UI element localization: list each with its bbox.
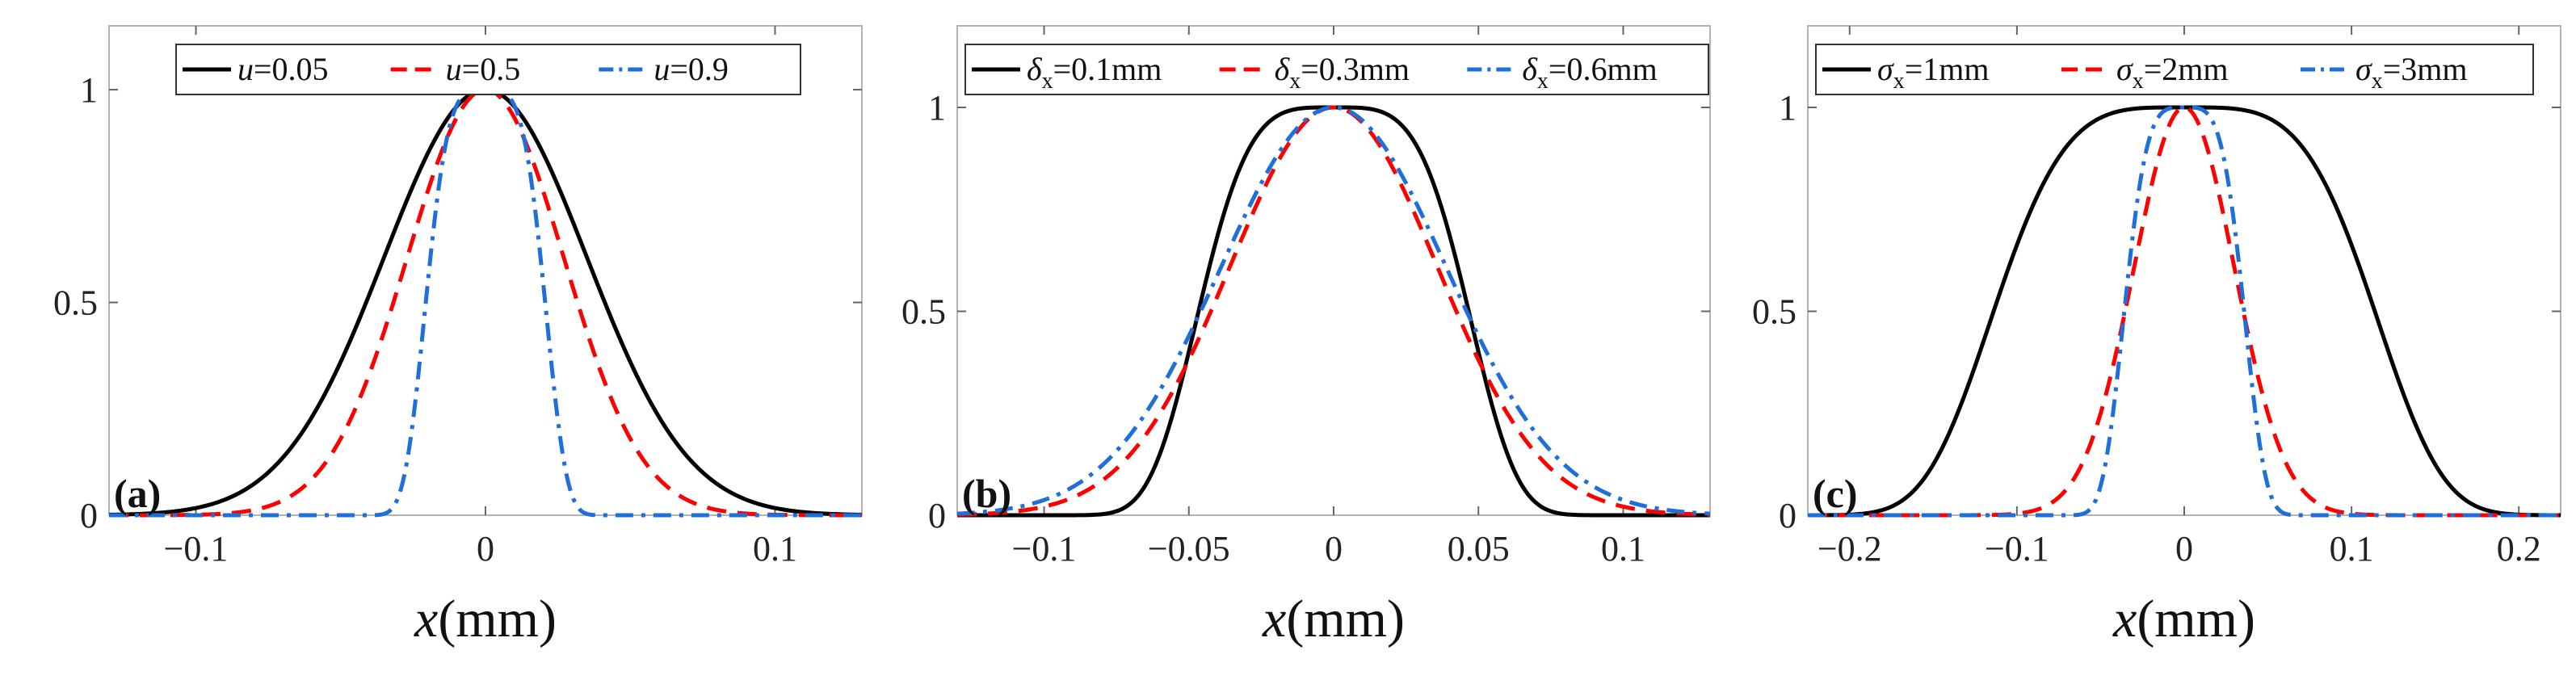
legend-entry: σx=1mm: [1877, 51, 1990, 94]
x-tick-label: 0: [1325, 529, 1343, 569]
y-tick-label: 1: [80, 70, 98, 110]
x-axis-label: x(mm): [414, 590, 557, 648]
y-tick-label: 0: [1779, 496, 1796, 535]
legend-entry: δx=0.1mm: [1027, 51, 1162, 94]
x-tick-label: 0: [2175, 529, 2193, 569]
y-tick-label: 0: [928, 496, 946, 535]
x-tick-label: 0.1: [1601, 529, 1645, 569]
x-tick-label: −0.2: [1817, 529, 1882, 569]
series-line: [1807, 105, 2561, 518]
y-tick-label: 0: [80, 496, 98, 535]
legend: σx=1mm σx=2mm σx=3mm: [1815, 44, 2534, 95]
series-line: [1807, 105, 2561, 518]
legend-box: [964, 44, 1709, 95]
y-tick-label: 0.5: [53, 283, 98, 323]
y-tick-label: 0.5: [1752, 292, 1796, 332]
panel-label: (c): [1813, 471, 1858, 516]
x-axis-label: x(mm): [1262, 590, 1405, 648]
legend: u=0.05 u=0.5 u=0.9: [175, 44, 801, 95]
legend-box: [1815, 44, 2534, 95]
legend: δx=0.1mm δx=0.3mm δx=0.6mm: [964, 44, 1709, 95]
panel-a: −0.1 0 0.1 0 0.5 1 u=0.05 u=0.5 u=0.9 (a) x(mm): [53, 25, 863, 648]
series-line: [956, 105, 1711, 517]
x-tick-label: −0.1: [164, 529, 229, 569]
x-tick-label: 0.1: [753, 529, 797, 569]
x-axis-label: x(mm): [2112, 590, 2255, 648]
x-tick-label: −0.1: [1012, 529, 1077, 569]
x-tick-label: 0.1: [2330, 529, 2374, 569]
legend-entry: σx=3mm: [2355, 51, 2468, 94]
y-tick-label: 1: [928, 88, 946, 128]
panel-label: (b): [962, 471, 1011, 516]
panel-c: −0.2 −0.1 0 0.1 0.2 0 0.5 1 σx=1mm σx=2mm σx=3mm (c…: [1752, 25, 2561, 648]
x-tick-label: 0.05: [1448, 529, 1510, 569]
legend-entry: δx=0.6mm: [1522, 51, 1657, 94]
legend-entry: u=0.9: [653, 51, 729, 87]
series-line: [956, 105, 1711, 516]
panel-label: (a): [114, 471, 161, 516]
legend-entry: u=0.5: [446, 51, 521, 87]
x-tick-label: −0.1: [1985, 529, 2049, 569]
legend-entry: σx=2mm: [2116, 51, 2229, 94]
legend-box: [175, 44, 801, 95]
legend-entry: δx=0.3mm: [1275, 51, 1410, 94]
x-tick-label: −0.05: [1148, 529, 1230, 569]
y-tick-label: 0.5: [901, 292, 946, 332]
legend-entry: u=0.05: [237, 51, 329, 87]
x-tick-label: 0: [477, 529, 494, 569]
y-tick-label: 1: [1779, 88, 1796, 128]
x-tick-label: 0.2: [2497, 529, 2541, 569]
